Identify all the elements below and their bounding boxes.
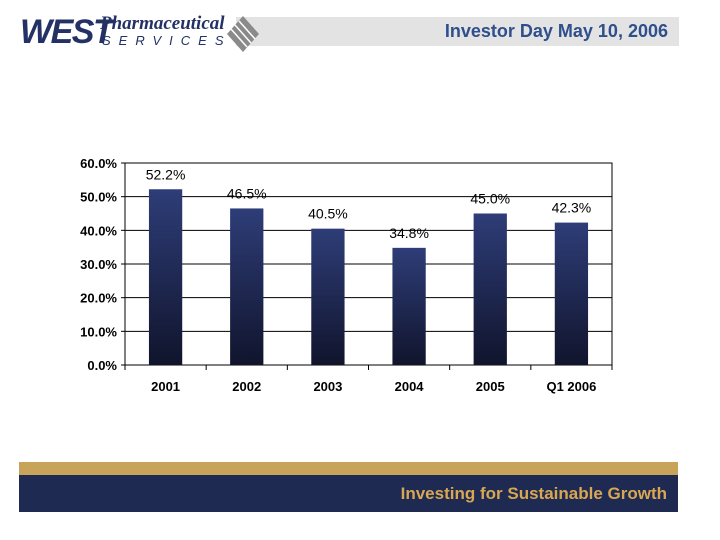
logo-west-text: WEST xyxy=(20,13,114,51)
data-label: 45.0% xyxy=(470,191,510,207)
page-title: Investor Day May 10, 2006 xyxy=(444,21,668,41)
y-tick-label: 60.0% xyxy=(80,156,117,171)
company-logo: WEST Pharmaceutical SERVICES xyxy=(20,12,260,54)
x-tick-label: 2004 xyxy=(395,379,425,394)
x-tick-label: 2002 xyxy=(232,379,261,394)
bar xyxy=(392,247,426,365)
y-tick-label: 10.0% xyxy=(80,324,117,339)
y-tick-label: 50.0% xyxy=(80,190,117,205)
bar xyxy=(473,213,507,365)
data-label: 46.5% xyxy=(227,185,267,201)
data-label: 34.8% xyxy=(389,225,429,241)
data-label: 40.5% xyxy=(308,206,348,222)
bar xyxy=(148,189,183,365)
logo-services-text: SERVICES xyxy=(102,33,232,48)
data-label: 42.3% xyxy=(552,200,592,216)
x-tick-label: 2001 xyxy=(151,379,180,394)
y-tick-label: 30.0% xyxy=(80,257,117,272)
y-tick-label: 20.0% xyxy=(80,291,117,306)
logo-mark-icon xyxy=(227,16,259,52)
bar xyxy=(230,208,264,365)
bar xyxy=(311,228,345,365)
footer-tagline: Investing for Sustainable Growth xyxy=(400,484,667,503)
footer-accent-stripe xyxy=(19,462,678,475)
bar xyxy=(554,222,589,365)
y-tick-label: 0.0% xyxy=(87,358,117,373)
x-tick-label: Q1 2006 xyxy=(546,379,596,394)
y-tick-label: 40.0% xyxy=(80,223,117,238)
logo-pharmaceutical-text: Pharmaceutical xyxy=(100,13,225,34)
x-tick-label: 2003 xyxy=(313,379,342,394)
header-band xyxy=(236,17,679,46)
data-label: 52.2% xyxy=(146,166,186,182)
x-tick-label: 2005 xyxy=(476,379,505,394)
footer-bar: Investing for Sustainable Growth xyxy=(19,475,678,512)
